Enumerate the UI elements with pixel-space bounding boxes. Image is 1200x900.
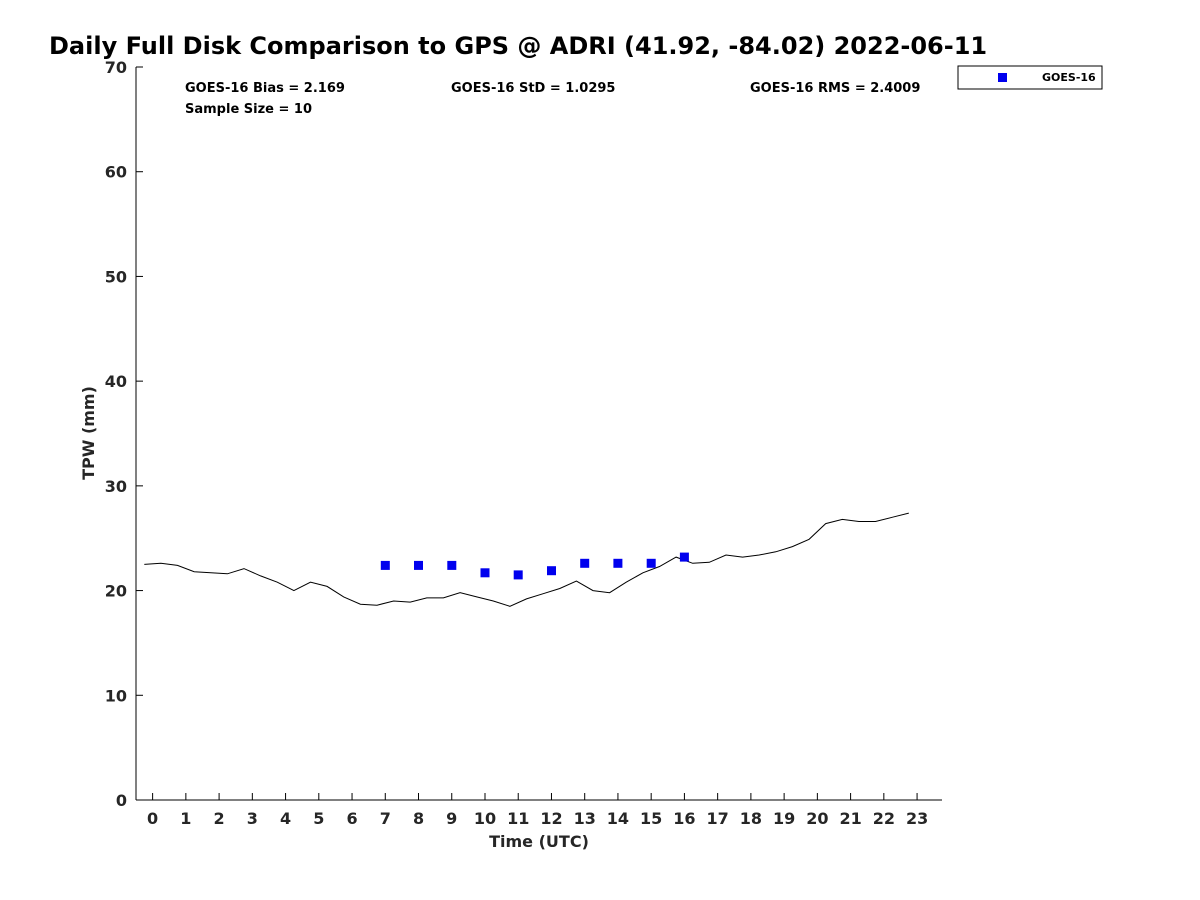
- goes16-series: [380, 552, 689, 580]
- x-tick-label: 8: [413, 809, 424, 828]
- y-axis-label: TPW (mm): [79, 386, 98, 480]
- legend-box: [957, 65, 1103, 90]
- x-tick-label: 19: [773, 809, 795, 828]
- x-tick-label: 0: [147, 809, 158, 828]
- y-tick-label: 70: [105, 58, 127, 77]
- y-tick-label: 30: [105, 477, 127, 496]
- legend-marker-square: [998, 73, 1007, 82]
- x-tick-label: 16: [673, 809, 695, 828]
- y-tick-label: 60: [105, 163, 127, 182]
- goes16-point: [679, 552, 689, 562]
- chart-title: Daily Full Disk Comparison to GPS @ ADRI…: [49, 32, 987, 60]
- gps-series-line: [144, 512, 909, 607]
- x-tick-label: 3: [247, 809, 258, 828]
- x-tick-label: 5: [313, 809, 324, 828]
- y-tick-label: 40: [105, 372, 127, 391]
- x-tick-label: 11: [507, 809, 529, 828]
- x-axis-label: Time (UTC): [489, 832, 589, 851]
- x-tick-label: 12: [540, 809, 562, 828]
- legend-label: GOES-16: [1042, 71, 1096, 84]
- goes16-point: [447, 560, 457, 570]
- y-tick-label: 20: [105, 582, 127, 601]
- x-tick-label: 1: [180, 809, 191, 828]
- x-tick-label: 10: [474, 809, 496, 828]
- legend: GOES-16: [957, 65, 1103, 90]
- goes16-point: [414, 560, 423, 570]
- goes16-point: [580, 558, 590, 568]
- std-stat: GOES-16 StD = 1.0295: [451, 81, 615, 96]
- x-tick-label: 6: [346, 809, 357, 828]
- x-tick-label: 14: [607, 809, 629, 828]
- y-ticks: 0 10 20 30 40 50 60 70: [105, 58, 143, 810]
- x-tick-label: 18: [740, 809, 762, 828]
- x-tick-label: 21: [839, 809, 861, 828]
- goes16-point: [547, 566, 556, 576]
- y-tick-label: 10: [105, 686, 127, 705]
- x-tick-label: 15: [640, 809, 662, 828]
- x-tick-label: 22: [873, 809, 895, 828]
- x-ticks: 0 1 2 3 4 5 6 7 8 9 10 11 12 13 14 15 16 17 18 19 20 21 22 23: [147, 793, 928, 828]
- rms-stat: GOES-16 RMS = 2.4009: [750, 81, 920, 96]
- goes16-point: [646, 558, 656, 568]
- bias-stat: GOES-16 Bias = 2.169: [185, 81, 345, 96]
- goes16-point: [480, 568, 490, 578]
- goes16-point: [380, 560, 390, 570]
- x-tick-label: 13: [574, 809, 596, 828]
- y-tick-label: 50: [105, 267, 127, 286]
- sample-size-stat: Sample Size = 10: [185, 102, 312, 117]
- goes16-point: [613, 558, 623, 568]
- goes16-point: [513, 570, 523, 580]
- x-tick-label: 9: [446, 809, 457, 828]
- x-tick-label: 20: [806, 809, 828, 828]
- x-tick-label: 2: [214, 809, 225, 828]
- x-tick-label: 4: [280, 809, 291, 828]
- x-tick-label: 7: [380, 809, 391, 828]
- x-tick-label: 17: [707, 809, 729, 828]
- y-tick-label: 0: [116, 791, 127, 810]
- x-tick-label: 23: [906, 809, 928, 828]
